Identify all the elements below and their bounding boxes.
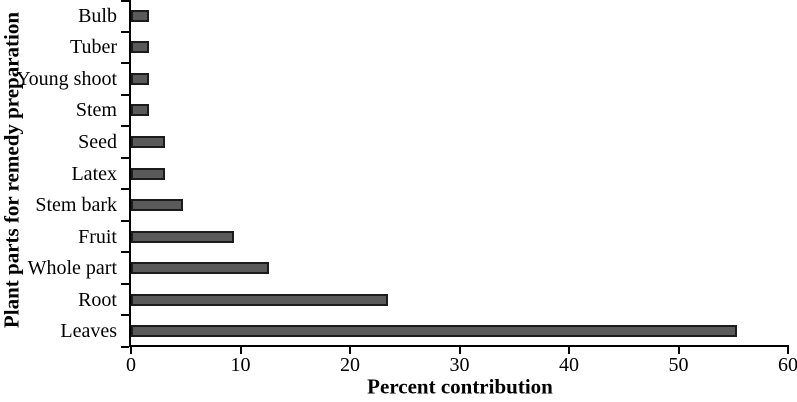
y-axis-tick (121, 314, 129, 317)
y-axis-tick (121, 219, 129, 222)
x-tick-label-50: 50 (668, 354, 689, 376)
y-axis-tick (121, 282, 129, 285)
x-tick-label-10: 10 (230, 354, 251, 376)
bar-young-shoot (131, 72, 149, 85)
x-axis-tick (677, 346, 680, 354)
category-label-fruit: Fruit (78, 225, 117, 248)
x-axis-title: Percent contribution (367, 374, 553, 399)
x-axis-tick (568, 346, 570, 354)
category-label-bulb: Bulb (78, 4, 117, 27)
bar-stem-bark (131, 199, 183, 212)
x-tick-label-40: 40 (559, 354, 579, 376)
x-axis-tick (458, 346, 461, 354)
x-tick-label-0: 0 (126, 354, 136, 376)
category-label-young-shoot: Young shoot (16, 67, 117, 90)
x-tick-label-30: 30 (449, 354, 470, 376)
bar-latex (131, 167, 165, 180)
x-tick-label-60: 60 (778, 354, 797, 376)
bar-whole-part (131, 262, 269, 275)
bar-fruit (131, 230, 234, 243)
category-label-tuber: Tuber (69, 36, 117, 59)
category-label-leaves: Leaves (60, 320, 117, 343)
y-axis-tick (121, 0, 129, 2)
x-axis-tick (239, 346, 242, 354)
y-axis-tick (121, 251, 129, 254)
bar-tuber (131, 41, 149, 54)
category-label-stem-bark: Stem bark (35, 194, 117, 217)
y-axis-tick (121, 346, 129, 348)
category-label-root: Root (78, 288, 117, 311)
category-label-latex: Latex (71, 162, 117, 185)
y-axis-tick (121, 188, 129, 191)
y-axis-tick (121, 125, 129, 128)
x-axis-tick (130, 346, 132, 354)
bar-leaves (131, 325, 737, 338)
category-label-seed: Seed (78, 130, 117, 153)
y-axis-tick (121, 62, 129, 65)
x-tick-label-20: 20 (340, 354, 360, 376)
bar-seed (131, 135, 165, 148)
y-axis-tick (121, 30, 129, 33)
category-label-whole-part: Whole part (27, 257, 117, 280)
bar-root (131, 293, 389, 306)
y-axis-tick (121, 156, 129, 159)
x-axis-tick (787, 346, 789, 354)
x-axis-tick (349, 346, 351, 354)
bar-bulb (131, 9, 149, 22)
bar-stem (131, 104, 149, 117)
category-label-stem: Stem (75, 99, 117, 122)
y-axis-tick (121, 93, 129, 96)
y-axis-line (129, 0, 131, 347)
